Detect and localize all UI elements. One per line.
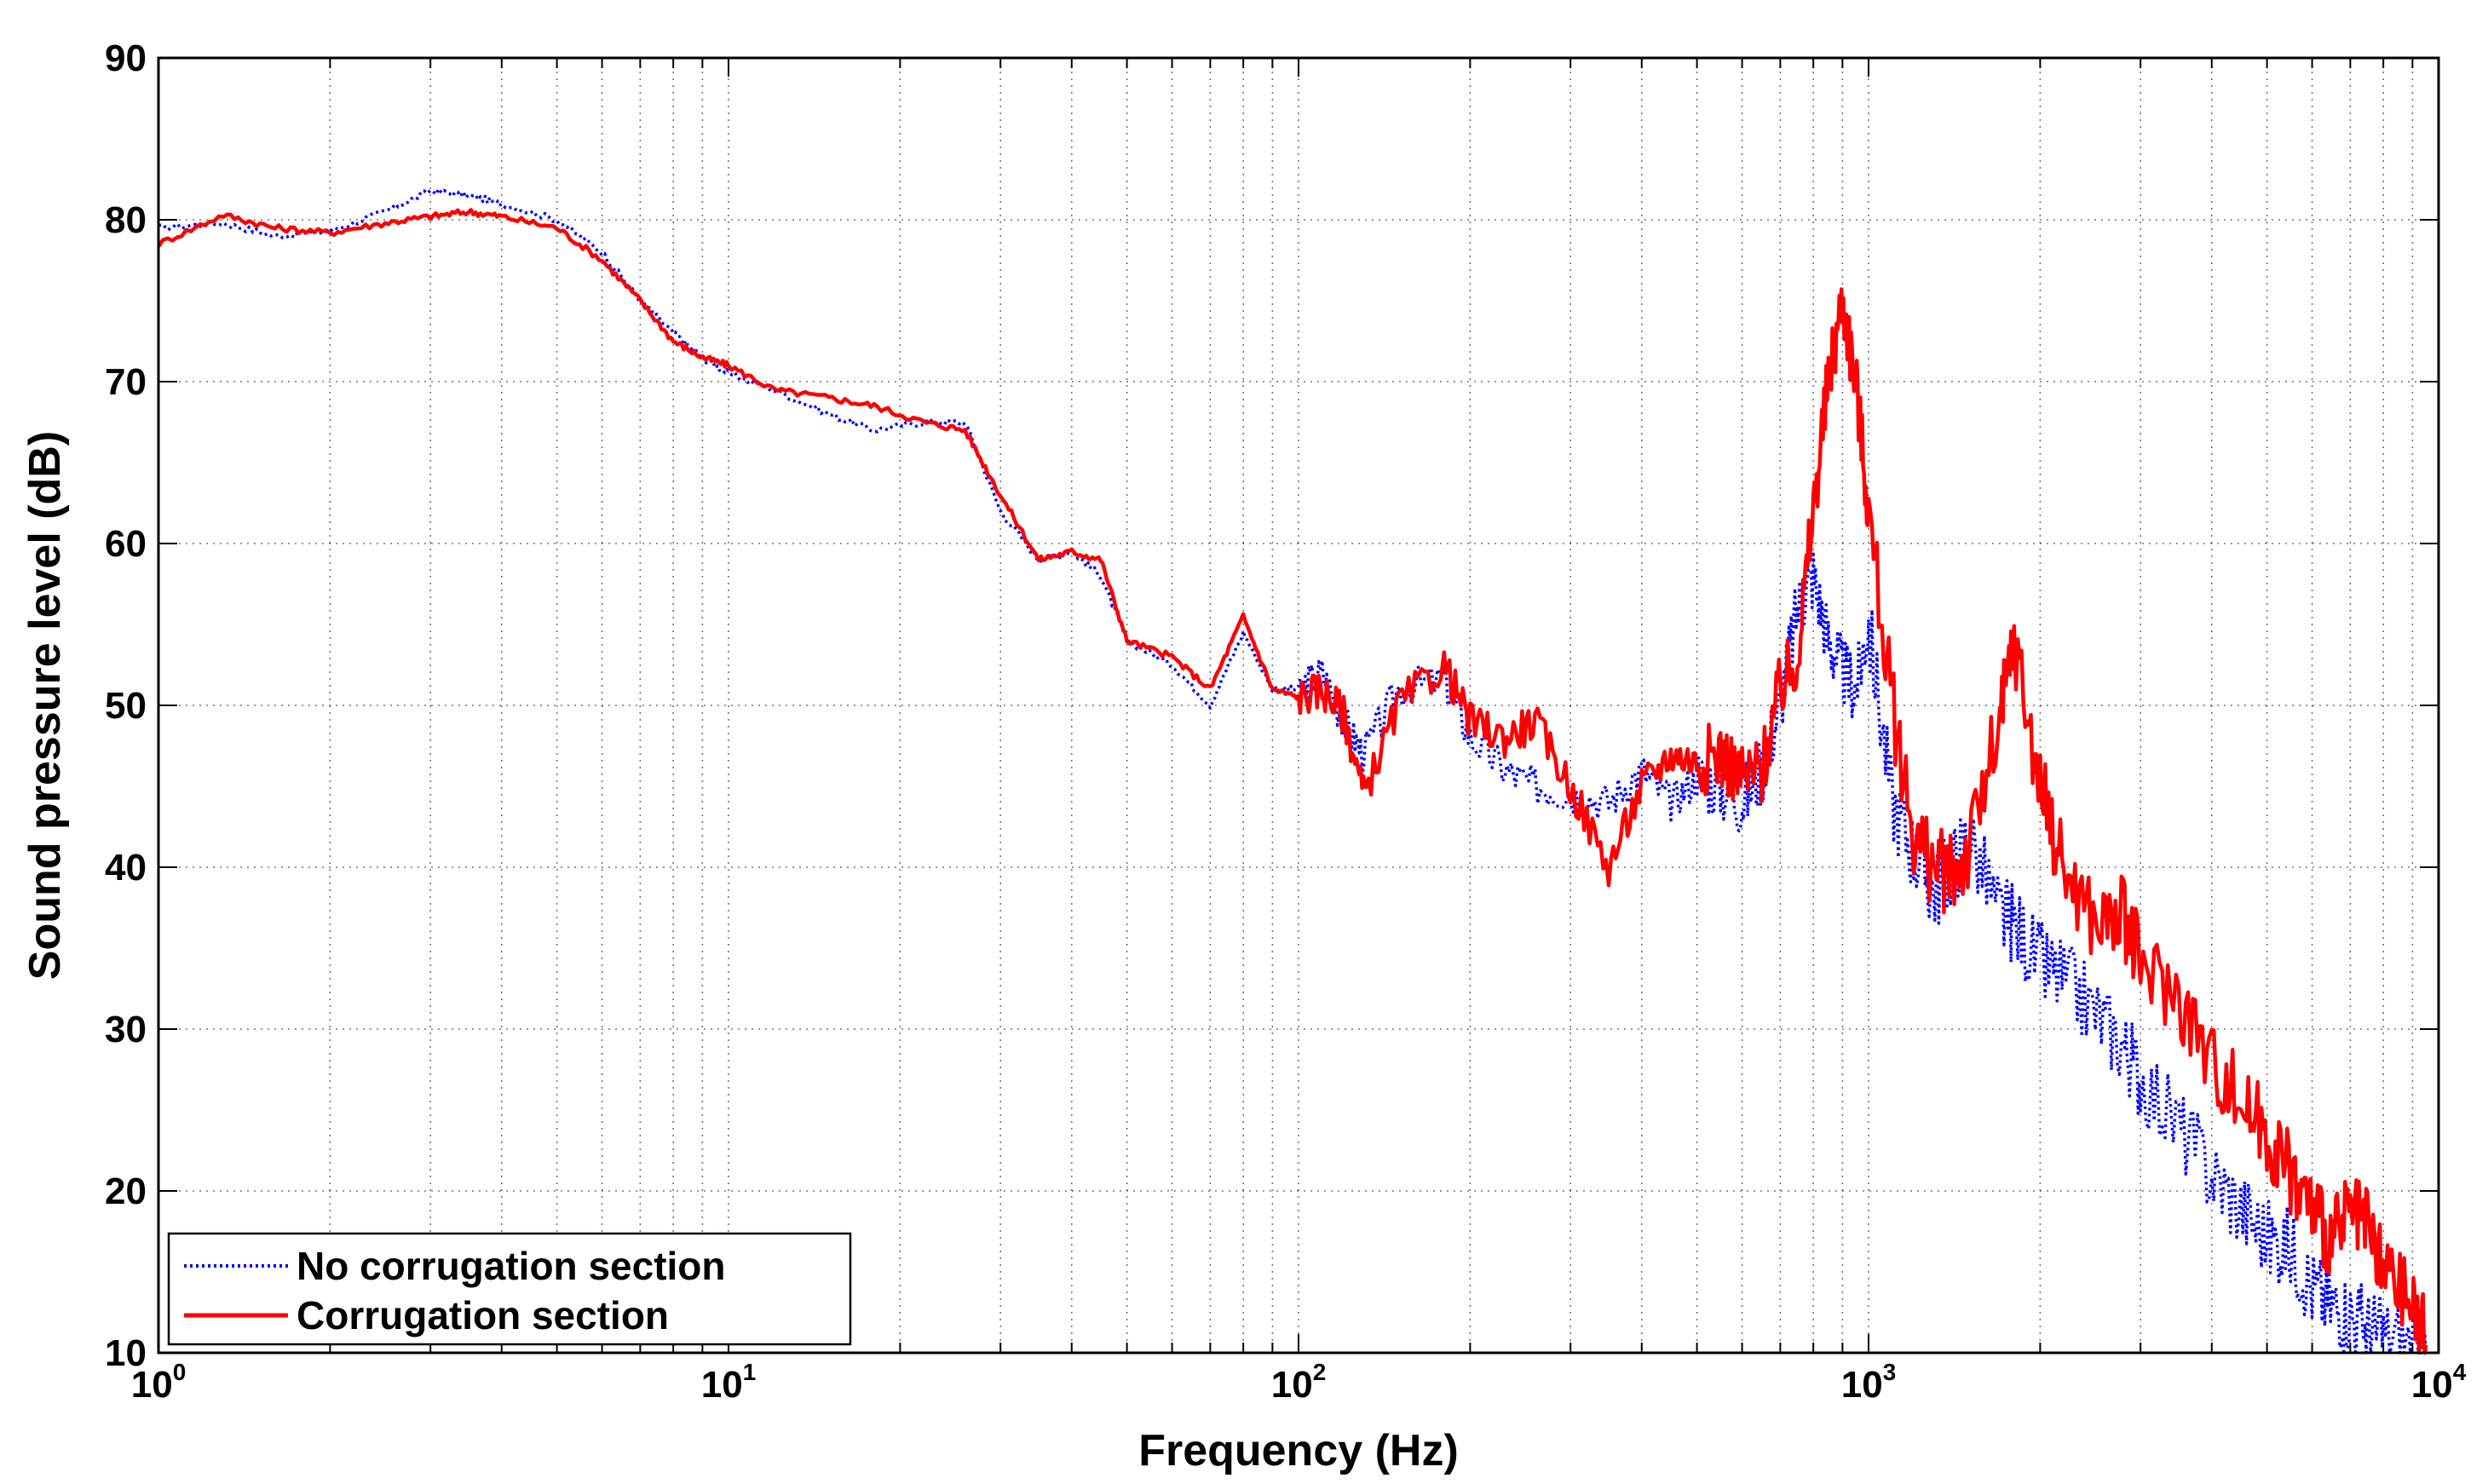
y-tick-label: 80	[105, 199, 147, 241]
x-tick-label: 104	[2411, 1359, 2467, 1406]
y-tick-label: 20	[105, 1171, 147, 1212]
x-tick-label: 101	[701, 1359, 757, 1406]
x-tick-exponent: 1	[743, 1359, 757, 1385]
x-tick-label: 102	[1271, 1359, 1327, 1406]
x-tick-label: 103	[1841, 1359, 1897, 1406]
x-tick-base: 10	[2411, 1364, 2453, 1406]
y-tick-label: 90	[105, 37, 147, 79]
x-tick-exponent: 3	[1883, 1359, 1897, 1385]
legend-label-corrugation: Corrugation section	[297, 1293, 669, 1337]
legend: No corrugation section Corrugation secti…	[167, 1232, 852, 1346]
series-line-corrugation	[157, 208, 2428, 1355]
grid-lines	[158, 58, 2439, 1353]
x-tick-base: 10	[131, 1364, 173, 1406]
y-tick-label: 10	[105, 1332, 147, 1374]
series-group	[157, 187, 2428, 1355]
y-axis-label: Sound pressure level (dB)	[20, 431, 70, 980]
y-tick-labels: 10 20 30 40 50 60 70 80 90	[105, 37, 147, 1374]
x-tick-base: 10	[701, 1364, 743, 1406]
x-tick-base: 10	[1271, 1364, 1313, 1406]
y-tick-label: 60	[105, 523, 147, 565]
legend-box	[167, 1232, 852, 1346]
x-tick-exponent: 2	[1313, 1359, 1327, 1385]
x-tick-exponent: 0	[173, 1359, 187, 1385]
y-tick-label: 40	[105, 847, 147, 889]
x-axis-label: Frequency (Hz)	[1138, 1426, 1459, 1475]
y-tick-label: 70	[105, 361, 147, 403]
legend-label-no-corrugation: No corrugation section	[297, 1244, 725, 1288]
x-tick-labels: 100 101 102 103 104	[131, 1359, 2467, 1406]
x-tick-exponent: 4	[2453, 1359, 2467, 1385]
x-tick-base: 10	[1841, 1364, 1883, 1406]
y-tick-label: 30	[105, 1009, 147, 1050]
y-tick-label: 50	[105, 685, 147, 727]
x-tick-label: 100	[131, 1359, 187, 1406]
